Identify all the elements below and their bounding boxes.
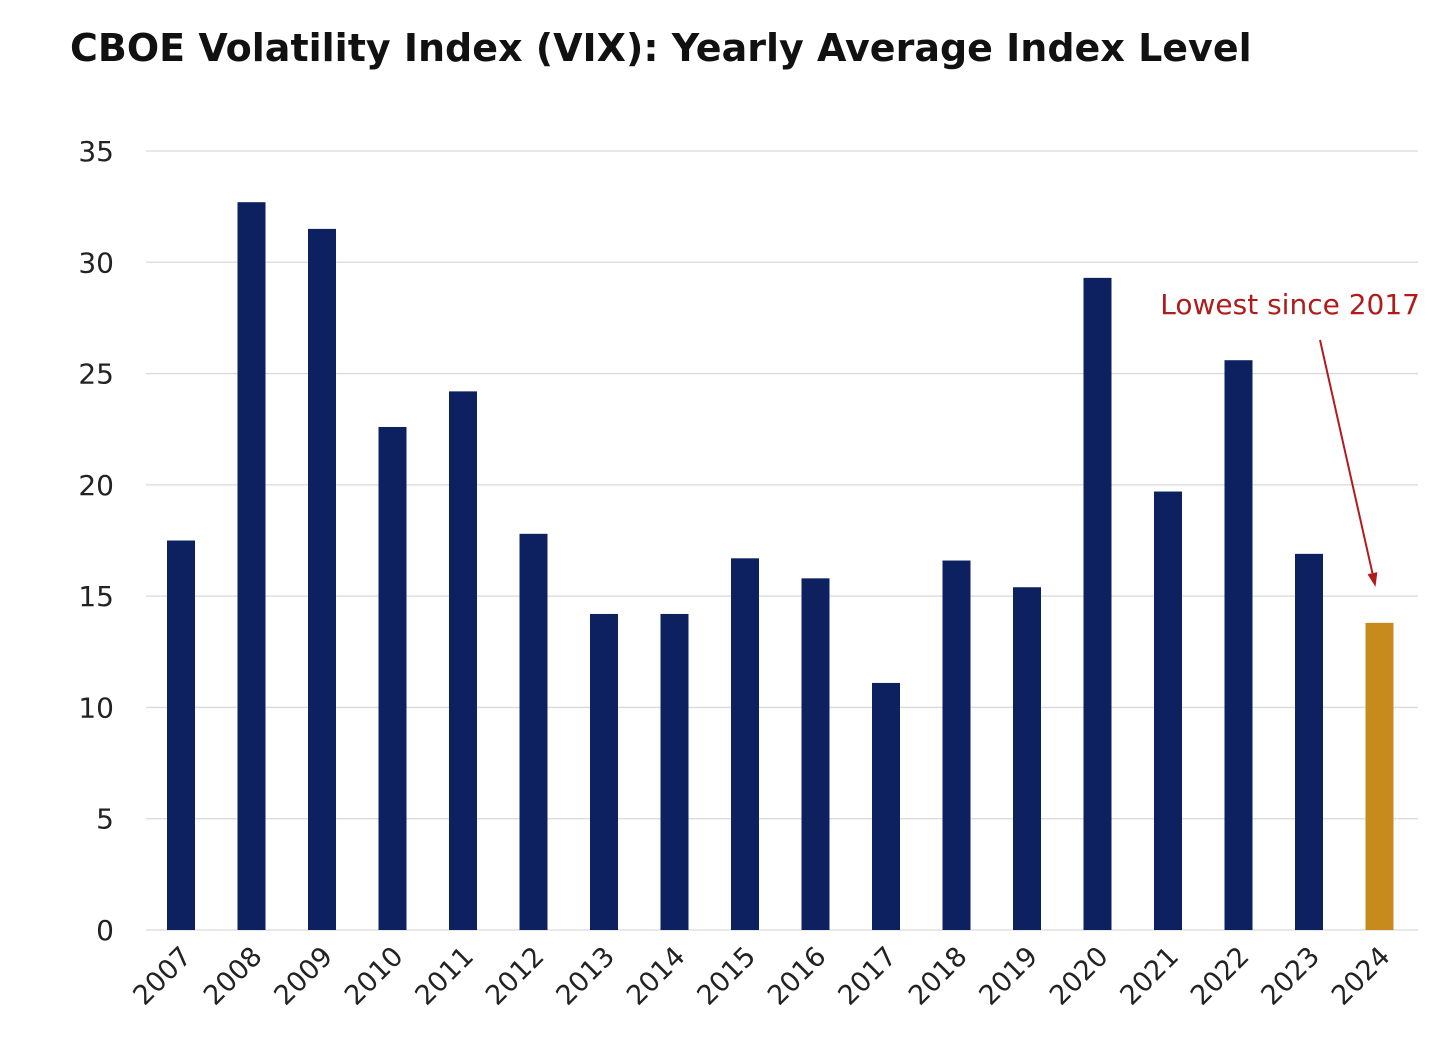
bar-2018 [942, 560, 971, 930]
bar-2008 [237, 202, 266, 931]
bar-2023 [1295, 553, 1323, 930]
gridlines [146, 150, 1418, 931]
annotation-label: Lowest since 2017 [1160, 288, 1420, 321]
x-tick-label-2014: 2014 [621, 941, 692, 1012]
x-axis-ticks: 2007 2008 2009 2010 2011 2012 2013 2014 2015 2016… [127, 941, 1396, 1012]
y-tick-label: 35 [78, 135, 114, 168]
bar-2011 [449, 391, 477, 930]
x-tick-label-2015: 2015 [691, 941, 762, 1012]
x-tick-label-2019: 2019 [973, 941, 1044, 1012]
bar-2022 [1224, 360, 1253, 930]
x-tick-label-2021: 2021 [1114, 941, 1185, 1012]
x-tick-label-2023: 2023 [1255, 941, 1326, 1012]
bar-2012 [519, 533, 548, 930]
x-tick-label-2009: 2009 [268, 941, 339, 1012]
x-tick-label-2007: 2007 [127, 941, 198, 1012]
bar-2015 [731, 558, 759, 930]
x-tick-label-2008: 2008 [198, 941, 269, 1012]
x-tick-label-2017: 2017 [832, 941, 903, 1012]
bar-2014 [660, 613, 689, 930]
y-tick-label: 25 [78, 358, 114, 391]
bar-2017 [872, 682, 900, 930]
bar-2009 [308, 228, 336, 930]
bar-2007 [167, 540, 195, 930]
y-tick-label: 15 [78, 580, 114, 613]
y-tick-label: 30 [78, 246, 114, 279]
bar-2024 [1365, 622, 1394, 930]
x-tick-label-2022: 2022 [1185, 941, 1256, 1012]
bar-2021 [1154, 491, 1182, 930]
x-tick-label-2024: 2024 [1326, 941, 1397, 1012]
bar-2016 [801, 578, 830, 930]
x-tick-label-2020: 2020 [1044, 941, 1115, 1012]
y-axis-ticks: 0 5 10 15 20 25 30 35 [78, 135, 114, 947]
bar-2013 [590, 613, 618, 930]
chart-title: CBOE Volatility Index (VIX): Yearly Aver… [70, 26, 1252, 70]
x-tick-label-2010: 2010 [339, 941, 410, 1012]
bars [167, 202, 1394, 931]
annotation-arrow-head [1367, 572, 1378, 587]
y-tick-label: 20 [78, 469, 114, 502]
bar-2019 [1013, 587, 1041, 930]
x-tick-label-2012: 2012 [480, 941, 551, 1012]
bar-2020 [1083, 277, 1112, 930]
x-tick-label-2016: 2016 [762, 941, 833, 1012]
y-tick-label: 5 [96, 803, 114, 836]
annotation-group: Lowest since 2017 [1160, 288, 1420, 587]
x-tick-label-2018: 2018 [903, 941, 974, 1012]
annotation-arrow-line [1319, 339, 1374, 574]
x-tick-label-2013: 2013 [550, 941, 621, 1012]
x-tick-label-2011: 2011 [409, 941, 480, 1012]
y-tick-label: 10 [78, 691, 114, 724]
bar-2010 [378, 426, 407, 930]
y-tick-label: 0 [96, 914, 114, 947]
